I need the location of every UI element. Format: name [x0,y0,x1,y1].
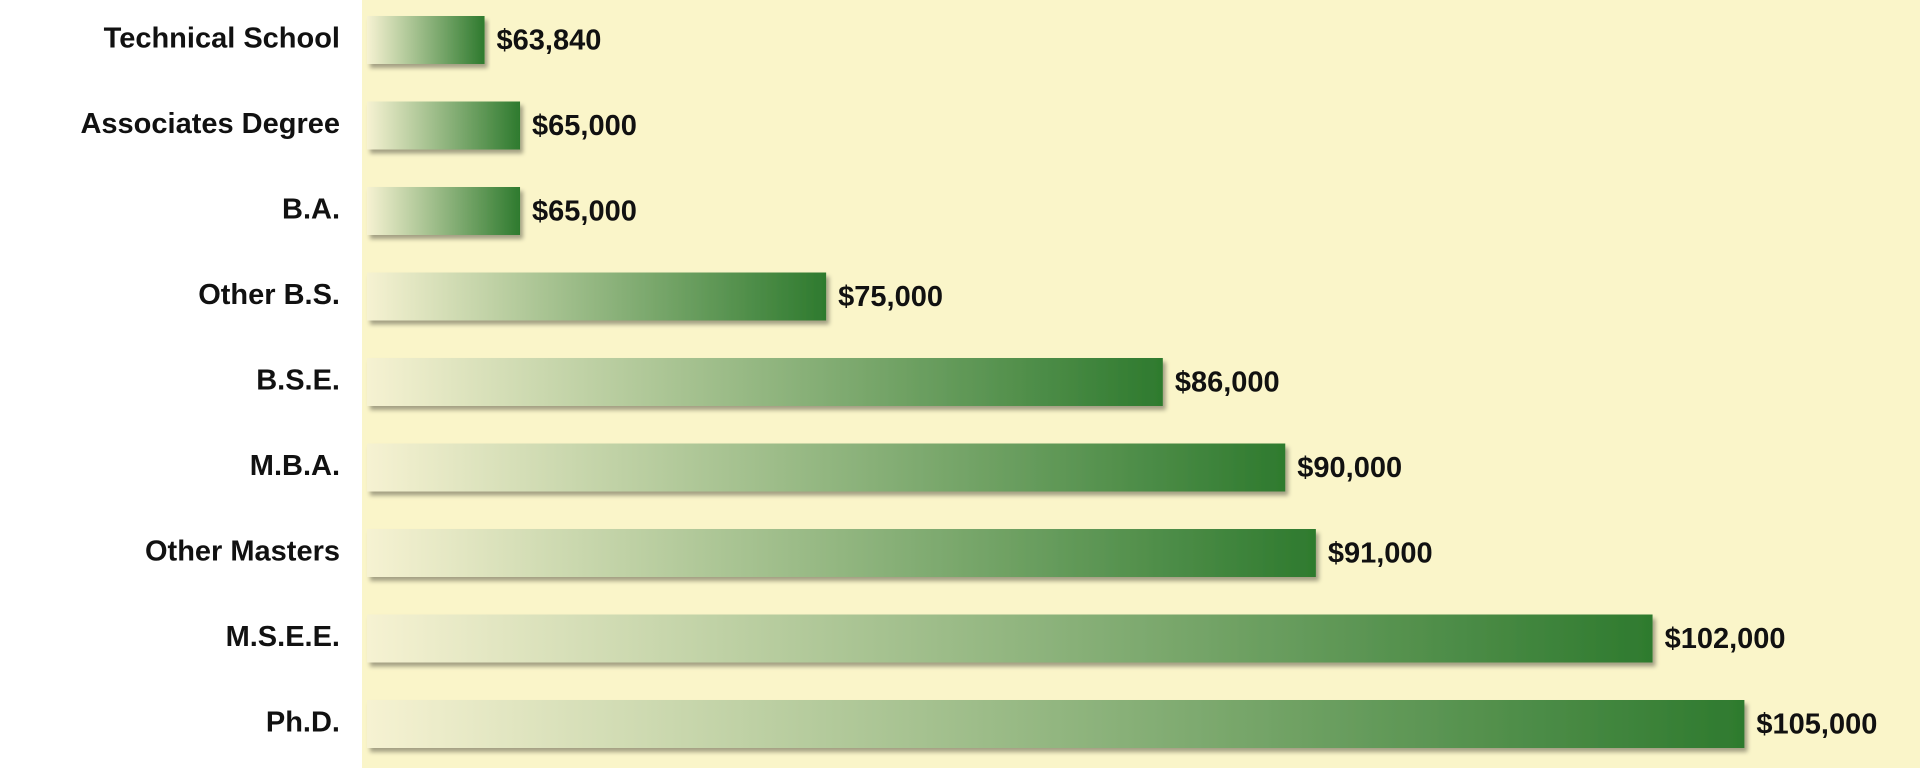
value-label: $102,000 [1665,623,1786,655]
bar [367,614,1653,663]
value-label: $105,000 [1756,709,1877,741]
bar [367,529,1316,577]
bar [367,700,1745,748]
category-label: M.S.E.E. [226,621,340,653]
value-label: $91,000 [1328,538,1433,570]
value-label: $65,000 [532,110,637,142]
category-label: Associates Degree [80,108,340,140]
bar [367,272,827,321]
value-label: $65,000 [532,196,637,228]
value-label: $75,000 [838,281,943,313]
category-label: Other B.S. [198,279,340,311]
bar [367,187,521,235]
bar [367,101,521,150]
value-label: $63,840 [497,25,602,57]
bar [367,16,485,64]
value-label: $90,000 [1297,452,1402,484]
bar [367,358,1163,406]
category-label: B.A. [282,194,340,226]
value-label: $86,000 [1175,367,1280,399]
bar [367,443,1286,492]
category-label: M.B.A. [250,450,340,482]
category-label: Ph.D. [266,707,340,739]
category-label: Technical School [104,23,340,55]
category-label: Other Masters [145,536,340,568]
category-label: B.S.E. [256,365,340,397]
